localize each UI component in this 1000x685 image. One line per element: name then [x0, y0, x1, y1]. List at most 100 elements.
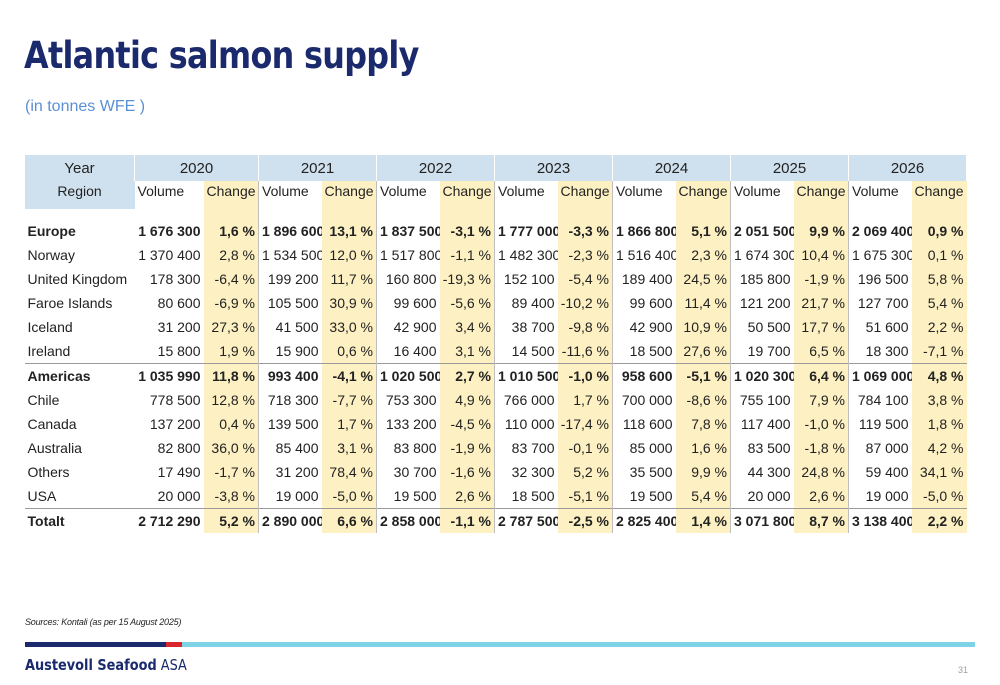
volume-cell: 1 516 400: [616, 247, 676, 263]
volume-cell: 19 700: [747, 343, 791, 359]
volume-cell: 2 787 500: [494, 508, 558, 533]
change-cell: -10,2 %: [557, 291, 613, 315]
change-cell: 2,2 %: [911, 508, 967, 533]
change-cell: 1,6 %: [675, 436, 731, 460]
volume-cell: 41 500: [275, 319, 319, 335]
row-label: USA: [27, 488, 57, 504]
change-cell: -1,8 %: [793, 436, 849, 460]
volume-cell: 1 534 500: [262, 247, 322, 263]
change-header: Change: [439, 181, 495, 209]
volume-header: Volume: [134, 181, 204, 209]
supply-table: Year 2020 2021 2022 2023 2024 2025 2026 Region Vo…: [24, 155, 967, 533]
volume-cell: 99 600: [629, 295, 673, 311]
volume-cell: 51 600: [865, 319, 909, 335]
year-2025-header: 2025: [730, 155, 849, 181]
volume-cell: 127 700: [857, 295, 909, 311]
row-label: Norway: [27, 247, 75, 263]
footer-bar-cyan: [182, 642, 975, 647]
year-2023-header: 2023: [494, 155, 613, 181]
change-cell: 4,9 %: [439, 388, 495, 412]
company-name: Austevoll Seafood: [25, 656, 157, 674]
volume-cell: 42 900: [629, 319, 673, 335]
table-row: Europe 1 676 300 1,6 % 1 896 600 13,1 % 1 837…: [25, 219, 967, 243]
region-header: Region: [24, 181, 135, 209]
volume-cell: 1 866 800: [616, 223, 676, 239]
change-cell: 3,8 %: [911, 388, 967, 412]
change-cell: 1,4 %: [675, 508, 731, 533]
table-row: Norway 1 370 400 2,8 % 1 534 500 12,0 % 1 517…: [25, 243, 967, 267]
change-cell: 5,4 %: [675, 484, 731, 509]
change-header: Change: [675, 181, 731, 209]
volume-cell: 42 900: [393, 319, 437, 335]
change-cell: -3,1 %: [439, 219, 495, 243]
change-cell: -6,4 %: [203, 267, 259, 291]
row-label: Faroe Islands: [27, 295, 113, 311]
change-cell: 27,6 %: [675, 339, 731, 364]
change-cell: -19,3 %: [439, 267, 495, 291]
change-cell: 30,9 %: [321, 291, 377, 315]
volume-cell: 2 890 000: [258, 508, 322, 533]
change-cell: -4,1 %: [321, 363, 377, 388]
volume-cell: 35 500: [629, 464, 673, 480]
change-cell: 8,7 %: [793, 508, 849, 533]
change-cell: 11,8 %: [203, 363, 259, 388]
table-row: Americas 1 035 990 11,8 % 993 400 -4,1 % 1 02…: [24, 363, 967, 388]
change-cell: -1,6 %: [439, 460, 495, 484]
change-cell: -3,3 %: [557, 219, 613, 243]
volume-cell: 110 000: [504, 416, 555, 432]
change-header: Change: [557, 181, 613, 209]
change-cell: 4,2 %: [911, 436, 967, 460]
company-suffix: ASA: [156, 656, 187, 674]
change-cell: -5,0 %: [911, 484, 967, 509]
volume-cell: 31 200: [275, 464, 319, 480]
volume-cell: 20 000: [157, 488, 201, 504]
change-header: Change: [911, 181, 967, 209]
spacer-cell: [613, 209, 676, 219]
change-cell: 1,7 %: [321, 412, 377, 436]
spacer-cell: [849, 209, 912, 219]
row-label: Ireland: [27, 343, 71, 359]
volume-cell: 3 138 400: [848, 508, 912, 533]
change-cell: 5,4 %: [911, 291, 967, 315]
change-cell: -1,0 %: [793, 412, 849, 436]
volume-cell: 1 674 300: [734, 247, 794, 263]
volume-cell: 17 490: [157, 464, 201, 480]
volume-cell: 152 100: [503, 271, 555, 287]
row-label: Europe: [27, 223, 76, 239]
change-cell: -7,7 %: [321, 388, 377, 412]
change-cell: 1,7 %: [557, 388, 613, 412]
change-cell: 0,9 %: [911, 219, 967, 243]
volume-header: Volume: [612, 181, 676, 209]
volume-cell: 1 896 600: [262, 223, 322, 239]
volume-cell: 59 400: [865, 464, 909, 480]
change-cell: -1,9 %: [793, 267, 849, 291]
table-row: USA 20 000 -3,8 % 19 000 -5,0 % 19 500 2,6 % 18…: [25, 484, 967, 509]
spacer-cell: [731, 209, 794, 219]
spacer-cell: [203, 209, 259, 219]
volume-cell: 82 800: [157, 440, 201, 456]
volume-cell: 80 600: [157, 295, 201, 311]
volume-cell: 1 370 400: [138, 247, 201, 263]
row-label: Americas: [24, 363, 135, 388]
volume-cell: 16 400: [393, 343, 437, 359]
volume-cell: 99 600: [393, 295, 437, 311]
table-row: Canada 137 200 0,4 % 139 500 1,7 % 133 200 -4,…: [25, 412, 967, 436]
volume-cell: 2 858 000: [376, 508, 440, 533]
change-cell: 11,4 %: [675, 291, 731, 315]
change-cell: 2,7 %: [439, 363, 495, 388]
change-cell: 1,6 %: [203, 219, 259, 243]
volume-cell: 1 777 000: [498, 223, 558, 239]
year-2020-header: 2020: [134, 155, 259, 181]
volume-cell: 1 020 500: [376, 363, 440, 388]
table-row: Totalt 2 712 290 5,2 % 2 890 000 6,6 % 2 858 …: [24, 508, 967, 533]
volume-cell: 718 300: [267, 392, 319, 408]
change-cell: 7,9 %: [793, 388, 849, 412]
change-cell: -7,1 %: [911, 339, 967, 364]
volume-cell: 185 800: [739, 271, 791, 287]
change-cell: 4,8 %: [911, 363, 967, 388]
year-2021-header: 2021: [258, 155, 377, 181]
volume-header: Volume: [494, 181, 558, 209]
volume-cell: 15 900: [275, 343, 319, 359]
change-cell: 27,3 %: [203, 315, 259, 339]
spacer-cell: [135, 209, 204, 219]
